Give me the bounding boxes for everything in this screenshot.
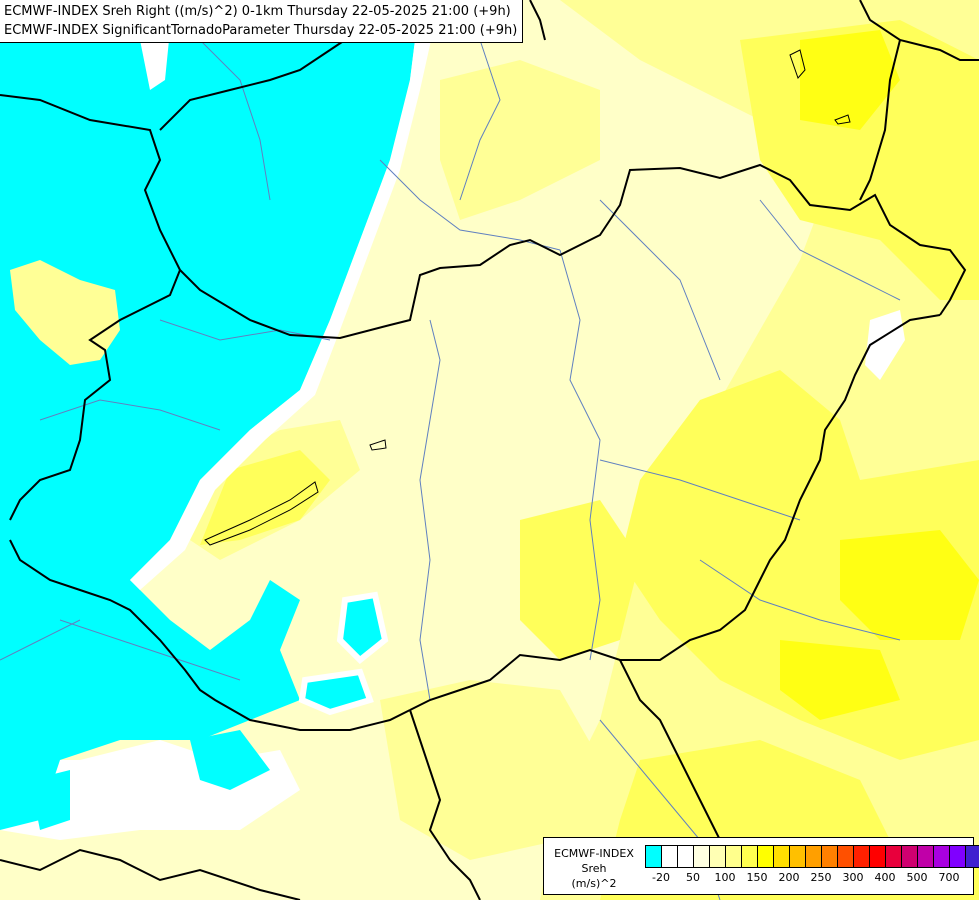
legend-tick-label: 250 xyxy=(810,871,832,884)
river-5 xyxy=(599,199,721,381)
bright-yellow-core-east xyxy=(840,530,979,640)
white-notch-in-cyan xyxy=(140,30,170,90)
legend-swatch-18 xyxy=(933,846,949,867)
legend-tick-label: 700 xyxy=(938,871,960,884)
legend-tick-label: 50 xyxy=(686,871,700,884)
legend-swatch-2 xyxy=(677,846,693,867)
border-east xyxy=(409,314,941,711)
yellow-zone-northeast xyxy=(740,20,979,300)
bright-yellow-core-northeast xyxy=(800,30,900,130)
border-west-vertical xyxy=(9,269,181,521)
legend-swatch-12 xyxy=(837,846,853,867)
yellow-zone-west-strip xyxy=(200,450,330,545)
river-8 xyxy=(59,619,241,681)
cyan-patch-south xyxy=(190,730,270,790)
legend-swatch-10 xyxy=(805,846,821,867)
legend-tick-label: 150 xyxy=(746,871,768,884)
legend-swatches xyxy=(645,845,979,868)
legend-tick-label: 300 xyxy=(842,871,864,884)
legend-swatch-14 xyxy=(869,846,885,867)
border-south xyxy=(409,709,481,900)
legend-swatch-5 xyxy=(725,846,741,867)
legend-swatch-17 xyxy=(917,846,933,867)
legend-tick-label: 400 xyxy=(874,871,896,884)
river-12 xyxy=(459,39,501,201)
river-9 xyxy=(699,559,901,641)
cyan-lake-1 xyxy=(336,591,389,665)
river-3 xyxy=(599,459,801,521)
legend-swatch-3 xyxy=(693,846,709,867)
border-northeast xyxy=(859,0,979,61)
river-2 xyxy=(559,249,601,661)
yellow-zone-southcentral xyxy=(520,500,640,660)
bright-yellow-core-south xyxy=(780,640,900,720)
light-yellow-zone-north xyxy=(440,60,600,220)
legend-swatch-20 xyxy=(965,846,979,867)
cyan-lake-2 xyxy=(298,668,374,716)
river-4 xyxy=(379,159,561,251)
border-north xyxy=(0,94,967,340)
legend-swatch-0 xyxy=(645,846,661,867)
border-southwest xyxy=(9,539,411,731)
map-title-box: ECMWF-INDEX Sreh Right ((m/s)^2) 0-1km T… xyxy=(0,0,524,43)
legend-swatch-7 xyxy=(757,846,773,867)
title-line-1: ECMWF-INDEX Sreh Right ((m/s)^2) 0-1km T… xyxy=(4,4,511,19)
legend-swatch-19 xyxy=(949,846,965,867)
legend-tick-label: 200 xyxy=(778,871,800,884)
legend-swatch-11 xyxy=(821,846,837,867)
river-14 xyxy=(0,619,81,661)
legend-swatch-1 xyxy=(661,846,677,867)
white-pocket-east xyxy=(865,310,905,380)
legend-title: ECMWF-INDEX Sreh (m/s)^2 xyxy=(548,846,640,891)
legend-ticks: -20 50 100 150 200 250 300 400 500 700 xyxy=(645,871,965,887)
legend-swatch-6 xyxy=(741,846,757,867)
yellow-zone-east xyxy=(620,370,979,760)
river-7 xyxy=(39,399,221,431)
legend-tick-label: 500 xyxy=(906,871,928,884)
legend-swatch-16 xyxy=(901,846,917,867)
river-1 xyxy=(419,319,441,701)
legend-title-line-3: (m/s)^2 xyxy=(571,877,617,890)
legend-tick-label: 100 xyxy=(714,871,736,884)
legend-title-line-1: ECMWF-INDEX xyxy=(554,847,634,860)
river-13 xyxy=(759,199,901,301)
small-lake-3 xyxy=(789,49,806,79)
small-lake-2 xyxy=(834,114,851,125)
cyan-region-west xyxy=(0,0,420,830)
color-legend: ECMWF-INDEX Sreh (m/s)^2 -20 50 100 150 200 2… xyxy=(543,837,979,895)
small-lake-1 xyxy=(369,439,387,451)
legend-swatch-8 xyxy=(773,846,789,867)
cyan-patch-southwest xyxy=(30,770,70,830)
border-north-top xyxy=(529,0,546,41)
border-southwest-2 xyxy=(0,848,301,900)
river-11 xyxy=(199,39,271,201)
legend-swatch-4 xyxy=(709,846,725,867)
legend-tick-label: -20 xyxy=(652,871,670,884)
lake-balaton-outline xyxy=(204,481,319,546)
border-northeast-2 xyxy=(859,39,901,201)
title-line-2: ECMWF-INDEX SignificantTornadoParameter … xyxy=(4,23,518,38)
legend-swatch-13 xyxy=(853,846,869,867)
legend-swatch-15 xyxy=(885,846,901,867)
rivers xyxy=(0,39,901,900)
legend-title-line-2: Sreh xyxy=(581,862,607,875)
legend-swatch-9 xyxy=(789,846,805,867)
